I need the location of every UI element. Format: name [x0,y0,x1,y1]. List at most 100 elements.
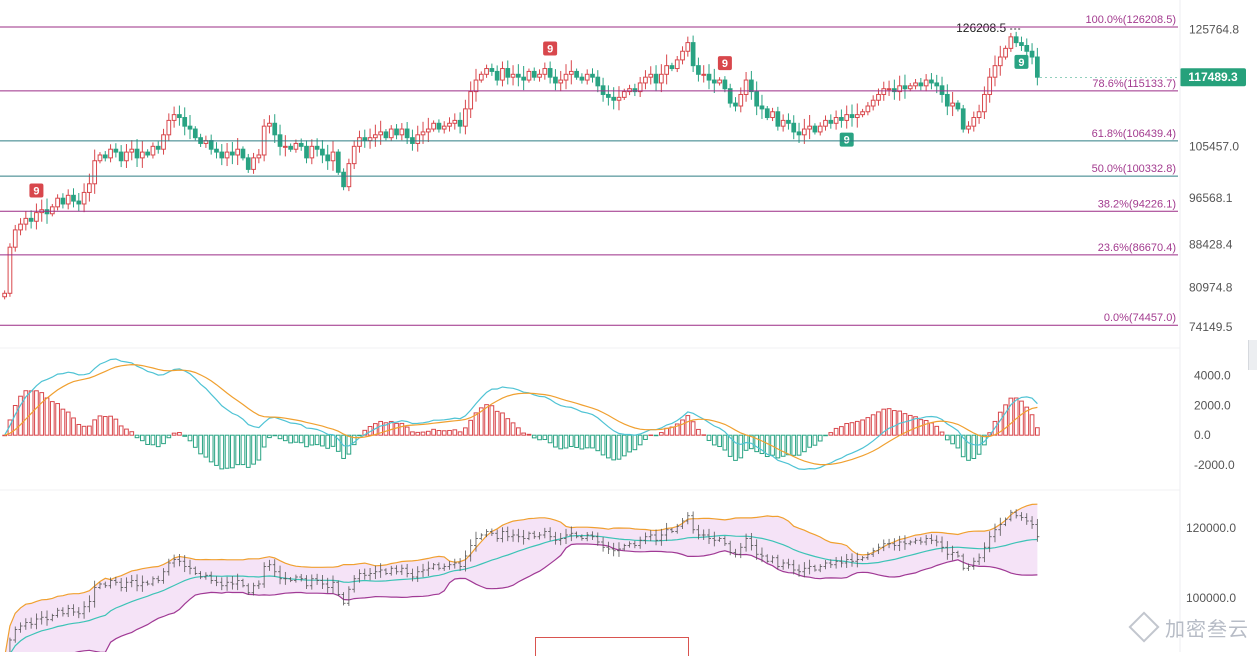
ohlc-bar [1035,518,1040,542]
bear-candle-body [553,76,558,84]
bear-candle-body [192,128,198,139]
macd-histogram-bar [420,431,426,436]
candle [701,65,707,83]
macd-histogram-bar [208,434,214,463]
bull-candle-body [282,145,288,148]
bear-candle-body [436,122,442,130]
ohlc-bar [664,522,669,542]
bull-candle-body [92,160,98,185]
bull-candle-body [1008,36,1014,49]
ohlc-bar [786,558,791,569]
bull-candle-body [425,128,431,133]
bear-candle-body [706,73,712,81]
macd-histogram-bar [399,422,405,436]
macd-histogram-bar [436,430,442,436]
bear-candle-body [521,76,527,81]
ohlc-bar [865,551,870,560]
candle [960,104,966,133]
macd-histogram-bar [102,416,108,436]
macd-histogram-bar [118,425,124,436]
watermark: 加密叁云 [1128,611,1249,643]
ohlc-bar [934,535,939,547]
ohlc-bar [812,564,817,572]
candle [65,189,71,210]
bear-candle-body [796,131,802,136]
bull-candle-body [49,206,55,215]
candle [907,82,913,92]
macd-histogram-bar [404,426,410,436]
macd-histogram-bar [256,434,262,461]
bear-candle-body [314,145,320,150]
bear-candle-body [208,140,214,150]
macd-histogram-bar [907,414,913,436]
macd-histogram-bar [711,434,717,446]
ohlc-bar [214,576,219,587]
bull-candle-body [865,105,871,113]
candle [722,76,728,93]
ohlc-bar [495,529,500,542]
candle [362,129,368,148]
ohlc-bar [39,611,44,625]
candle [267,115,272,134]
candle [547,61,553,84]
bottom-tab[interactable] [535,637,689,656]
candle [690,35,696,72]
macd-histogram-bar [71,417,76,436]
macd-histogram-bar [155,434,161,448]
ohlc-bar [892,538,897,551]
macd-histogram-bar [1008,397,1014,436]
ohlc-bar [256,580,261,590]
candle [929,73,934,90]
candle [854,103,860,128]
ohlc-bar [669,528,674,534]
ohlc-bar [558,532,563,546]
candle [526,68,532,83]
ohlc-bar [844,553,849,568]
bull-candle-body [378,131,384,136]
bear-candle-body [145,151,150,156]
candle [515,64,521,87]
bull-candle-body [923,79,929,87]
ohlc-bar [166,558,171,576]
bull-candle-body [537,73,542,78]
candle [1008,32,1014,52]
macd-histogram-bar [92,419,98,436]
macd-histogram-bar [775,434,781,459]
candle [150,142,156,159]
pane-resize-handle[interactable] [1248,340,1257,370]
ohlc-bar [685,512,690,525]
last-price-tag[interactable] [1180,68,1246,87]
ohlc-bar [749,532,754,551]
candle [992,55,998,87]
candle [457,112,463,134]
macd-histogram-bar [415,431,421,436]
bear-candle-body [764,108,770,119]
fibonacci-retracement[interactable]: 100.0%(126208.5) 78.6%(115133.7) 61.8%(106… [0,14,1178,326]
td-marker-box [29,183,44,198]
macd-histogram-bar [664,427,669,436]
macd-histogram-bar [537,434,542,441]
macd-histogram-bar [653,434,659,437]
bull-candle-body [473,79,479,93]
ohlc-bar [87,595,92,613]
ohlc-bar [717,536,722,542]
bull-candle-body [171,114,177,121]
bear-candle-body [325,154,331,162]
bull-candle-body [558,79,564,84]
bear-candle-body [669,65,675,70]
bear-candle-body [1013,36,1019,44]
td-marker-box [543,41,558,56]
fib-label: 100.0%(126208.5) [1085,14,1176,26]
bear-candle-body [595,76,601,87]
macd-dif-line [4,358,1038,471]
candle [643,70,648,90]
macd-histogram-bar [865,417,871,436]
macd-histogram-bar [55,403,60,436]
candle [134,139,140,167]
macd-histogram-bar [378,420,384,436]
td-marker-box [839,132,854,147]
bear-candle-body [547,68,553,78]
ohlc-bar [484,529,489,538]
bull-candle-body [399,128,405,136]
